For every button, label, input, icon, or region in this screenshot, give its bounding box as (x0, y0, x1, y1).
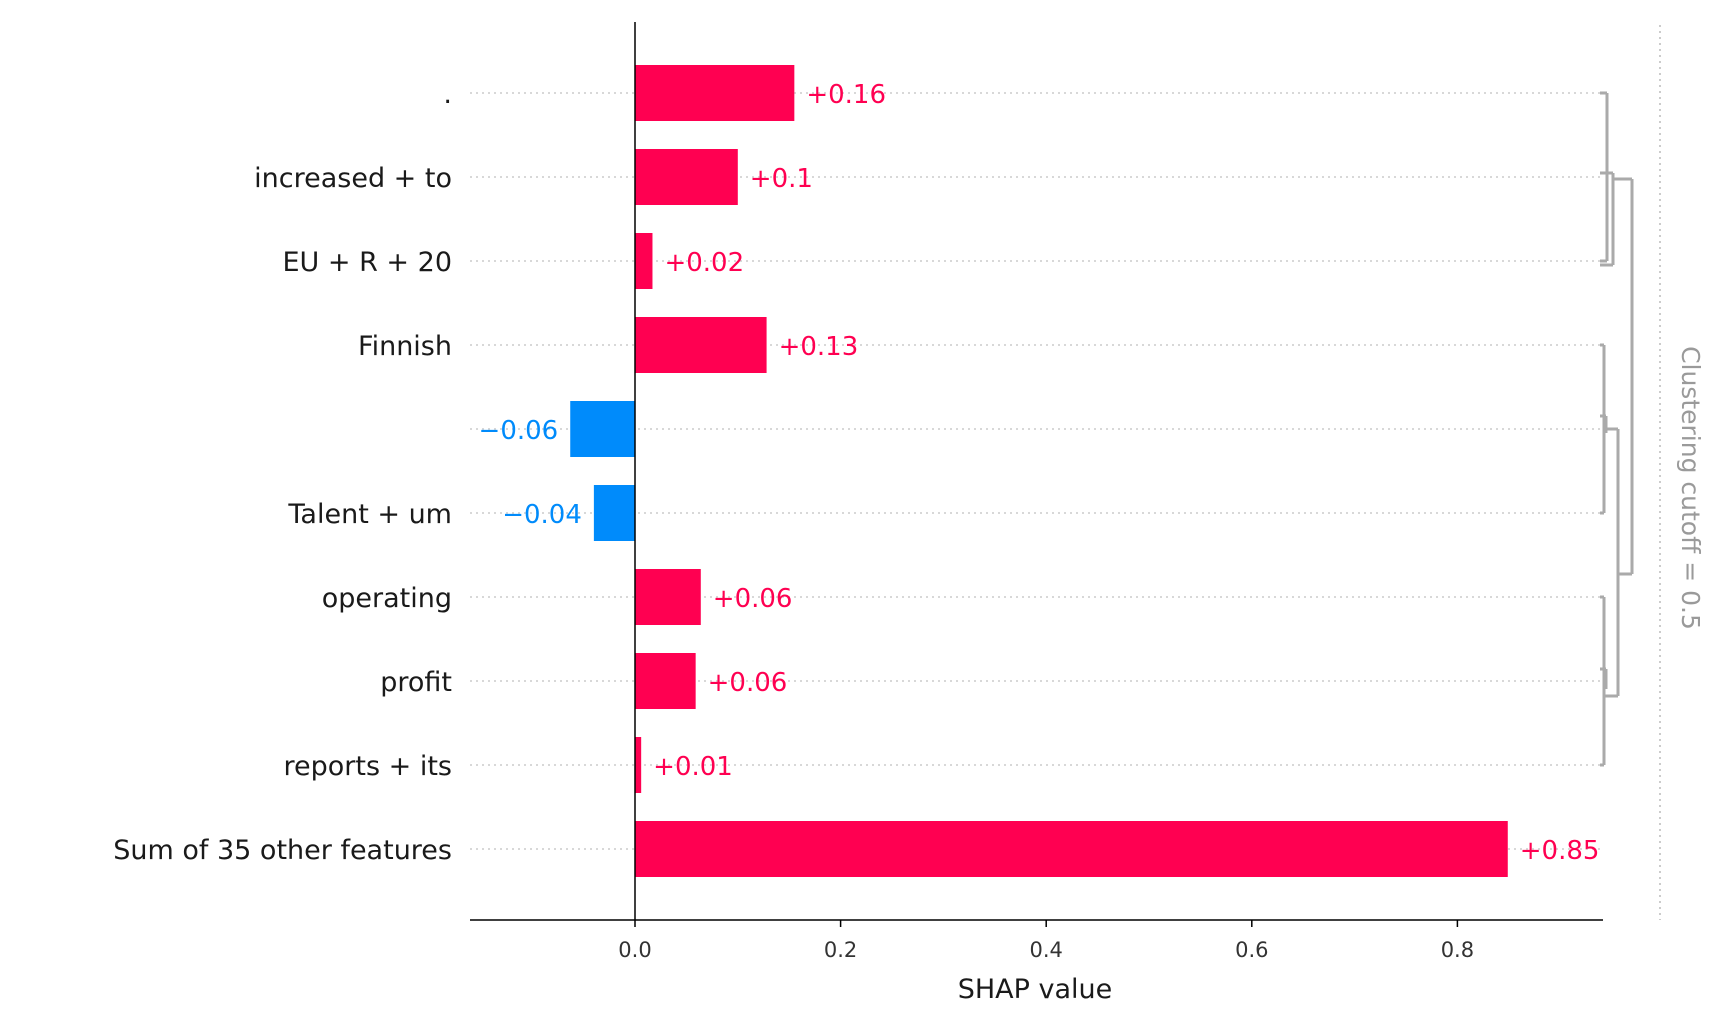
x-tick-label: 0.8 (1441, 938, 1474, 962)
feature-label: reports + its (284, 751, 452, 782)
row-gridlines (470, 92, 1603, 850)
x-tick-label: 0.4 (1029, 938, 1062, 962)
feature-label: Talent + um (287, 499, 452, 530)
bar (593, 485, 635, 541)
bar (635, 737, 642, 793)
feature-label: profit (380, 667, 452, 698)
feature-labels: . increased + to EU + R + 20 Finnish Talent … (113, 79, 452, 866)
bar (635, 821, 1508, 877)
x-axis: 0.0 0.2 0.4 0.6 0.8 (470, 919, 1603, 962)
value-label: +0.06 (713, 584, 793, 614)
x-tick-label: 0.0 (618, 938, 651, 962)
feature-label: increased + to (254, 163, 452, 194)
clustering-dendrogram (1600, 91, 1634, 767)
value-label: +0.06 (708, 668, 788, 698)
value-label: +0.1 (750, 164, 813, 194)
value-labels: +0.16 +0.1 +0.02 +0.13 −0.06 −0.04 +0.06 +0.06 +… (479, 80, 1600, 866)
value-label: +0.02 (664, 248, 744, 278)
bar (635, 65, 795, 121)
value-label: +0.01 (653, 752, 733, 782)
bar (635, 233, 653, 289)
bar (635, 569, 701, 625)
value-label: +0.13 (779, 332, 859, 362)
feature-label: EU + R + 20 (282, 247, 452, 278)
feature-label: operating (322, 583, 452, 614)
x-tick-label: 0.6 (1235, 938, 1268, 962)
clustering-cutoff-label: Clustering cutoff = 0.5 (1676, 346, 1705, 630)
value-label: +0.16 (806, 80, 886, 110)
feature-label: . (443, 79, 452, 110)
value-label: +0.85 (1520, 836, 1600, 866)
x-tick-label: 0.2 (824, 938, 857, 962)
bar (635, 317, 767, 373)
bar (570, 401, 635, 457)
bar (635, 149, 738, 205)
value-label: −0.06 (479, 416, 559, 446)
bars (570, 65, 1508, 877)
x-axis-title: SHAP value (958, 974, 1113, 1005)
bar (635, 653, 696, 709)
value-label: −0.04 (502, 500, 582, 530)
feature-label: Sum of 35 other features (113, 835, 452, 866)
feature-label: Finnish (358, 331, 452, 362)
